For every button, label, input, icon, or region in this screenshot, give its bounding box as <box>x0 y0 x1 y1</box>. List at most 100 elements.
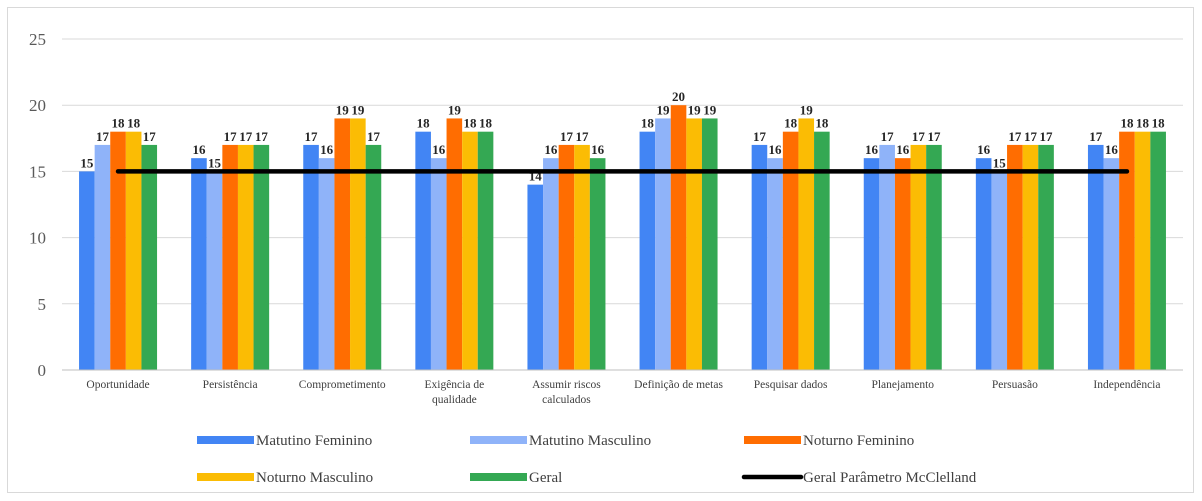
bar-1-2 <box>318 158 335 370</box>
data-label: 19 <box>448 102 462 117</box>
x-tick-label: Oportunidade <box>86 379 149 391</box>
legend-label: Noturno Feminino <box>803 433 914 449</box>
legend-label: Geral Parâmetro McClelland <box>803 470 977 486</box>
bar-0-3 <box>415 131 431 370</box>
bar-4-5 <box>701 118 718 370</box>
bar-1-4 <box>543 158 559 370</box>
bar-3-8 <box>1022 144 1039 370</box>
data-label: 18 <box>463 116 477 131</box>
legend-swatch <box>470 473 527 481</box>
bar-0-0 <box>79 171 95 370</box>
data-label: 17 <box>912 129 926 144</box>
data-label: 18 <box>479 116 493 131</box>
data-label: 16 <box>769 142 783 157</box>
bar-0-9 <box>1087 144 1104 370</box>
data-label: 18 <box>784 116 798 131</box>
data-label: 16 <box>591 142 605 157</box>
data-label: 17 <box>1089 129 1103 144</box>
bar-3-2 <box>350 118 366 370</box>
bar-2-3 <box>446 118 463 370</box>
bar-3-0 <box>125 131 142 370</box>
bar-0-4 <box>527 184 544 370</box>
bar-2-4 <box>558 144 575 370</box>
data-label: 16 <box>544 142 558 157</box>
bar-1-9 <box>1103 158 1120 370</box>
bar-3-4 <box>574 144 590 370</box>
bar-3-1 <box>237 144 254 370</box>
data-label: 17 <box>1040 129 1054 144</box>
y-tick-label: 10 <box>29 229 46 248</box>
data-label: 18 <box>1136 116 1150 131</box>
y-tick-label: 15 <box>29 162 46 181</box>
data-label: 17 <box>255 129 269 144</box>
bar-4-6 <box>814 131 830 370</box>
data-label: 19 <box>688 102 702 117</box>
data-label: 18 <box>1152 116 1166 131</box>
bar-1-3 <box>430 158 447 370</box>
data-label: 16 <box>192 142 206 157</box>
bar-2-6 <box>782 131 799 370</box>
bar-2-7 <box>894 158 911 370</box>
y-tick-label: 25 <box>29 30 46 49</box>
x-tick-label: Persuasão <box>992 379 1038 391</box>
bar-1-7 <box>879 144 895 370</box>
data-label: 19 <box>703 102 717 117</box>
data-label: 17 <box>576 129 590 144</box>
data-label: 17 <box>1008 129 1022 144</box>
data-label: 19 <box>656 102 670 117</box>
legend-label: Geral <box>529 470 562 486</box>
data-label: 16 <box>1105 142 1119 157</box>
bar-4-3 <box>477 131 494 370</box>
bar-2-1 <box>222 144 238 370</box>
bar-4-8 <box>1038 144 1054 370</box>
legend-label: Matutino Feminino <box>256 433 372 449</box>
legend-swatch <box>744 436 801 444</box>
bar-3-3 <box>462 131 478 370</box>
bar-0-2 <box>303 144 319 370</box>
bar-4-1 <box>253 144 270 370</box>
bar-4-9 <box>1150 131 1166 370</box>
x-tick-label: Comprometimento <box>299 379 386 391</box>
x-tick-label: calculados <box>542 394 591 406</box>
legend-swatch <box>197 473 254 481</box>
data-label: 17 <box>224 129 238 144</box>
data-label: 17 <box>753 129 767 144</box>
bar-0-5 <box>639 131 656 370</box>
bar-0-7 <box>863 158 880 370</box>
legend-swatch <box>197 436 254 444</box>
data-label: 16 <box>977 142 991 157</box>
bar-2-5 <box>670 105 687 370</box>
data-label: 18 <box>815 116 829 131</box>
bar-0-1 <box>191 158 207 370</box>
bar-3-6 <box>798 118 815 370</box>
data-label: 15 <box>993 155 1007 170</box>
legend-label: Noturno Masculino <box>256 470 373 486</box>
legend-label: Matutino Masculino <box>529 433 651 449</box>
data-label: 16 <box>432 142 446 157</box>
bar-4-2 <box>365 144 382 370</box>
bar-3-5 <box>686 118 702 370</box>
x-tick-label: Pesquisar dados <box>754 379 828 391</box>
x-tick-label: qualidade <box>432 394 477 406</box>
y-tick-label: 20 <box>29 96 46 115</box>
legend-swatch <box>470 436 527 444</box>
bar-4-4 <box>589 158 606 370</box>
data-label: 17 <box>305 129 319 144</box>
data-label: 18 <box>417 116 431 131</box>
bar-1-6 <box>767 158 783 370</box>
bar-2-0 <box>110 131 126 370</box>
data-label: 17 <box>560 129 574 144</box>
data-label: 19 <box>800 102 814 117</box>
x-tick-label: Exigência de <box>424 379 484 391</box>
bar-4-0 <box>141 144 158 370</box>
data-label: 17 <box>881 129 895 144</box>
y-tick-label: 5 <box>38 295 47 314</box>
data-label: 15 <box>80 155 94 170</box>
bar-3-9 <box>1134 131 1151 370</box>
bar-3-7 <box>910 144 927 370</box>
data-label: 18 <box>127 116 141 131</box>
data-label: 17 <box>239 129 253 144</box>
bar-2-9 <box>1119 131 1135 370</box>
data-label: 17 <box>1024 129 1038 144</box>
